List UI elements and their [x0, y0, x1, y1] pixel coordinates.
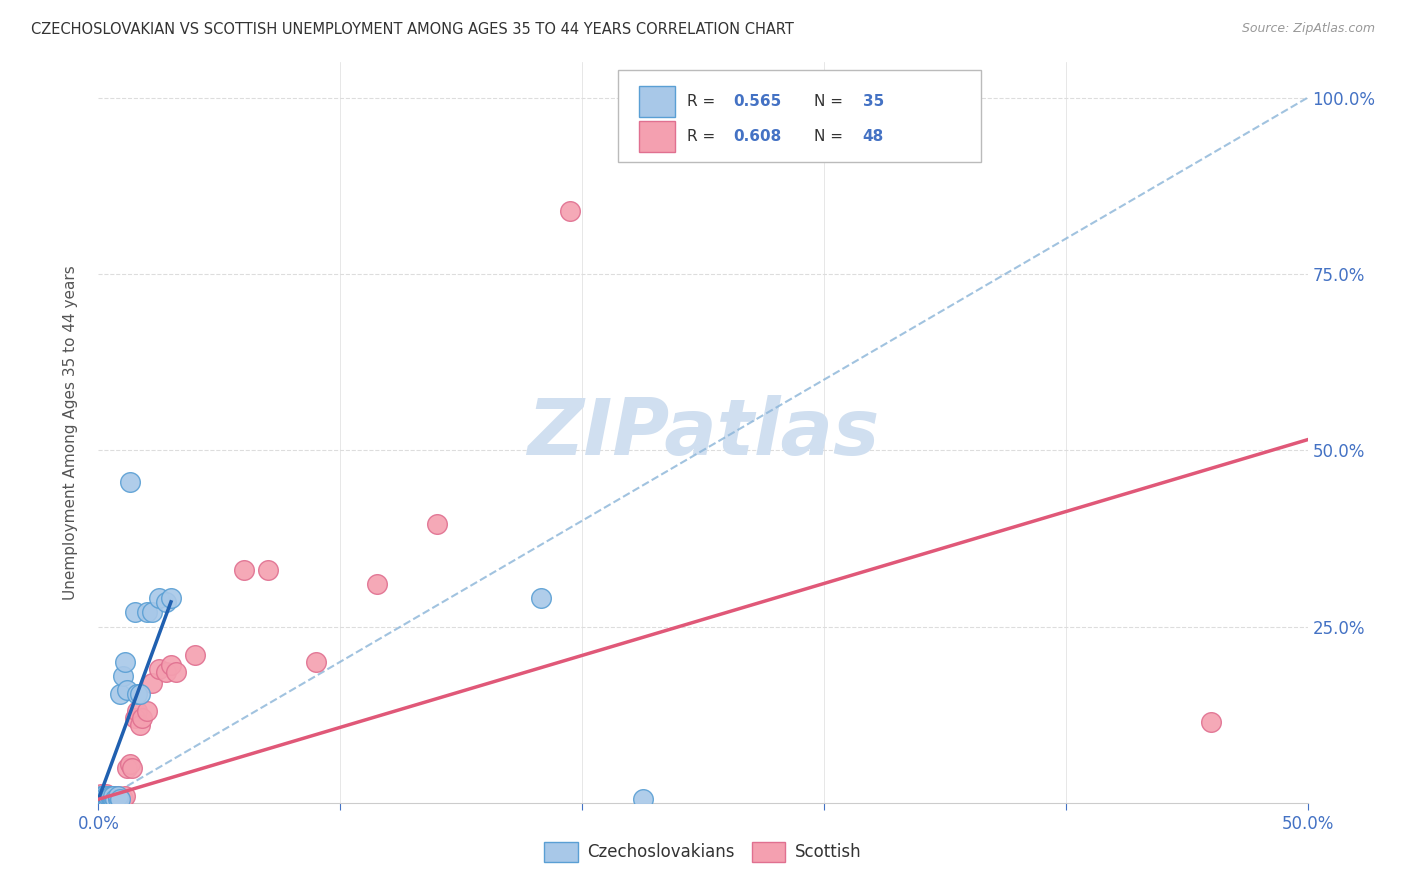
Point [128, 686, 150, 700]
Text: R =: R = [688, 129, 720, 144]
Text: 0.565: 0.565 [734, 95, 782, 109]
Point [127, 704, 149, 718]
Text: N =: N = [814, 95, 848, 109]
Point [94, 790, 117, 805]
Point [184, 648, 207, 662]
Point [108, 792, 131, 806]
FancyBboxPatch shape [638, 87, 675, 117]
Point [97, 792, 120, 806]
Point [141, 606, 163, 620]
Point [104, 792, 127, 806]
Point [117, 760, 139, 774]
Point [91, 792, 114, 806]
Text: ZIPatlas: ZIPatlas [527, 394, 879, 471]
FancyBboxPatch shape [638, 121, 675, 152]
Point [114, 789, 136, 803]
Point [94, 789, 117, 803]
Point [111, 669, 134, 683]
Point [165, 665, 187, 680]
Point [100, 789, 122, 803]
Point [97, 792, 120, 806]
Point [94, 788, 117, 802]
Point [117, 683, 139, 698]
Point [97, 790, 120, 805]
Point [90, 790, 112, 805]
Text: N =: N = [814, 129, 848, 144]
Point [91, 790, 114, 805]
Point [101, 789, 124, 803]
Legend: Czechoslovakians, Scottish: Czechoslovakians, Scottish [537, 835, 869, 869]
Point [155, 665, 177, 680]
Point [108, 686, 131, 700]
Point [107, 789, 129, 803]
Text: Source: ZipAtlas.com: Source: ZipAtlas.com [1241, 22, 1375, 36]
Point [101, 789, 124, 803]
Point [94, 792, 117, 806]
Text: 48: 48 [863, 129, 884, 144]
Point [121, 760, 143, 774]
Point [558, 203, 581, 218]
Point [131, 711, 153, 725]
Point [114, 655, 136, 669]
Point [148, 662, 170, 676]
Point [91, 789, 114, 803]
Point [101, 790, 124, 805]
Point [104, 789, 127, 803]
Point [90, 790, 112, 805]
Text: R =: R = [688, 95, 720, 109]
Point [108, 792, 131, 806]
Point [135, 704, 157, 718]
Point [631, 792, 654, 806]
Point [155, 595, 177, 609]
Text: CZECHOSLOVAKIAN VS SCOTTISH UNEMPLOYMENT AMONG AGES 35 TO 44 YEARS CORRELATION C: CZECHOSLOVAKIAN VS SCOTTISH UNEMPLOYMENT… [31, 22, 794, 37]
Point [160, 591, 183, 606]
Point [141, 676, 163, 690]
Point [91, 789, 114, 803]
Point [94, 790, 117, 805]
Point [107, 792, 129, 806]
Point [135, 606, 157, 620]
Point [148, 591, 170, 606]
Point [90, 789, 112, 803]
Point [90, 792, 112, 806]
Point [97, 789, 120, 803]
Point [101, 792, 124, 806]
Point [366, 577, 388, 591]
Point [100, 792, 122, 806]
Point [232, 563, 254, 577]
Point [104, 792, 127, 806]
Point [426, 517, 449, 532]
Point [107, 789, 129, 803]
Point [94, 789, 117, 803]
Point [118, 475, 141, 489]
Point [107, 792, 129, 806]
Point [97, 789, 120, 803]
Point [100, 790, 122, 805]
Point [101, 792, 124, 806]
Point [124, 711, 146, 725]
Y-axis label: Unemployment Among Ages 35 to 44 years: Unemployment Among Ages 35 to 44 years [63, 265, 77, 600]
Point [90, 789, 112, 803]
Point [127, 686, 149, 700]
Point [111, 792, 134, 806]
Point [530, 591, 553, 606]
Text: 35: 35 [863, 95, 884, 109]
FancyBboxPatch shape [619, 70, 981, 162]
Point [94, 792, 117, 806]
Point [118, 757, 141, 772]
Point [91, 790, 114, 805]
Point [124, 606, 146, 620]
Point [91, 792, 114, 806]
Point [90, 788, 112, 802]
Point [100, 790, 122, 805]
Point [1199, 714, 1222, 729]
Point [305, 655, 328, 669]
Text: 0.608: 0.608 [734, 129, 782, 144]
Point [256, 563, 278, 577]
Point [100, 792, 122, 806]
Point [100, 789, 122, 803]
Point [90, 792, 112, 806]
Point [128, 718, 150, 732]
Point [160, 658, 183, 673]
